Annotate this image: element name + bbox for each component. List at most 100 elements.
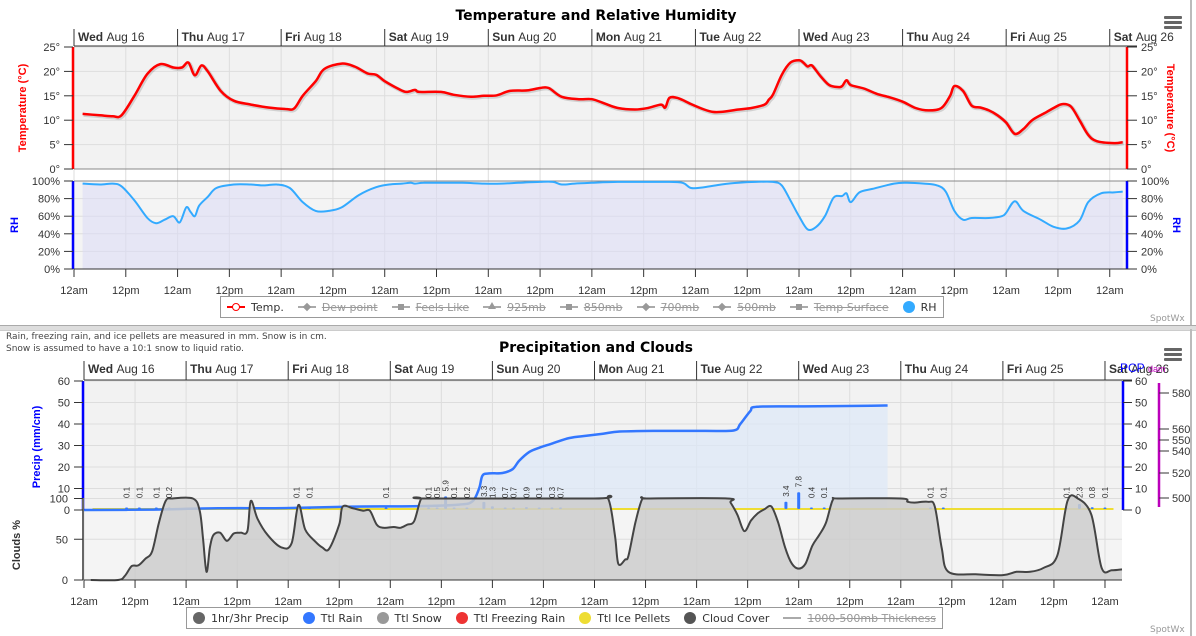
line-marker-icon [636, 302, 655, 312]
precip-bar [941, 507, 945, 509]
day-label: Wed Aug 16 [78, 30, 145, 44]
legend-item-ttl-freezing-rain[interactable]: Ttl Freezing Rain [455, 612, 565, 625]
precip-data-label: 0.5 [433, 486, 442, 498]
legend-item-feels-like[interactable]: Feels Like [391, 300, 470, 314]
rh-tick-label: 40% [38, 229, 60, 241]
time-tick-label: 12am [889, 285, 917, 297]
rh-tick-label: 0% [44, 264, 60, 276]
rh-tick-label: 80% [38, 194, 60, 206]
legend-label: 1000-500mb Thickness [807, 611, 936, 625]
legend-label: Temp Surface [813, 300, 889, 314]
precip-tick-label: 60 [1135, 376, 1147, 388]
hamburger-menu-icon[interactable] [1164, 16, 1182, 30]
day-label: Wed Aug 23 [803, 30, 870, 44]
precip-bar [154, 507, 158, 509]
precip-tick-label: 0 [1135, 505, 1141, 517]
day-of-week: Fri [285, 30, 304, 44]
legend-item-700mb[interactable]: 700mb [636, 301, 699, 314]
temp-tick-label: 25° [43, 42, 60, 54]
time-tick-label: 12am [371, 285, 399, 297]
precip-data-label: 0.1 [305, 486, 314, 498]
legend-item-ttl-rain[interactable]: Ttl Rain [302, 612, 363, 625]
time-tick-label: 12pm [938, 596, 966, 608]
day-header-row: Wed Aug 16 Thu Aug 17 Fri Aug 18 Sat Aug 19… [73, 29, 1174, 47]
legend-item-500mb[interactable]: 500mb [713, 301, 776, 314]
time-tick-label: 12pm [325, 596, 353, 608]
rh-line [82, 180, 1123, 232]
marker-icon [565, 304, 572, 310]
day-of-week: Thu [190, 362, 215, 376]
precip-bar [384, 507, 388, 509]
precip-tick-label: 30 [58, 441, 70, 453]
time-tick-label: 12am [377, 596, 405, 608]
rh-axis-label-right: RH [1170, 217, 1182, 233]
day-label: Thu Aug 17 [182, 30, 246, 44]
legend-item-925mb[interactable]: 925mb [483, 301, 546, 314]
precip-data-label: 0.7 [510, 486, 519, 498]
temperature-humidity-panel: Temperature and Relative Humidity Wed Au… [9, 0, 1192, 327]
legend-item-ttl-snow[interactable]: Ttl Snow [376, 612, 442, 625]
legend-label: Feels Like [415, 300, 470, 314]
precip-data-label: 0.1 [1063, 486, 1072, 498]
day-date: Aug 22 [723, 30, 761, 44]
thickness-axis-title: dam [1148, 364, 1166, 374]
day-of-week: Mon [596, 30, 624, 44]
line-marker-icon [713, 302, 732, 312]
day-of-week: Fri [1010, 30, 1029, 44]
cloud-cover-line [90, 494, 1123, 582]
day-date: Aug 19 [416, 362, 454, 376]
temp-tick-label: 5° [1141, 140, 1152, 152]
legend-item-ttl-ice-pellets[interactable]: Ttl Ice Pellets [579, 612, 670, 625]
precip-tick-label: 20 [58, 462, 70, 474]
time-tick-label: 12am [578, 285, 606, 297]
day-of-week: Wed [78, 30, 106, 44]
marker-icon [488, 302, 497, 309]
temperature-line [82, 58, 1123, 145]
legend-item-temp-surface[interactable]: Temp Surface [789, 300, 889, 314]
precip-data-label: 0.3 [548, 486, 557, 498]
thickness-tick-label: 580 [1172, 388, 1190, 400]
legend-item-1hr-3hr-precip[interactable]: 1hr/3hr Precip [193, 612, 289, 625]
legend-item-temp-[interactable]: Temp. [227, 301, 284, 314]
day-label: Sun Aug 20 [492, 30, 556, 44]
day-date: Aug 22 [724, 362, 762, 376]
time-tick-label: 12pm [733, 285, 761, 297]
marker-icon [717, 302, 727, 312]
day-label: Sat Aug 19 [394, 362, 454, 376]
hamburger-menu-icon[interactable] [1164, 348, 1182, 362]
legend-item-850mb[interactable]: 850mb [559, 301, 623, 314]
time-tick-label: 12am [164, 285, 192, 297]
day-header-row: Wed Aug 16 Thu Aug 17 Fri Aug 18 Sat Aug 19… [83, 361, 1169, 381]
precip-data-label: 3.4 [782, 485, 791, 497]
cloud-tick-label: 100 [50, 494, 68, 506]
legend-item-dew-point[interactable]: Dew point [297, 300, 378, 314]
legend-label: RH [920, 300, 937, 314]
legend-item-rh[interactable]: RH [902, 300, 937, 314]
line-marker-icon [789, 304, 808, 310]
precip-data-label: 0.1 [152, 486, 161, 498]
time-tick-label: 12am [785, 596, 813, 608]
legend-item-1000-500mb-thickness[interactable]: 1000-500mb Thickness [783, 612, 936, 625]
line-marker-icon [297, 302, 316, 312]
line-marker-icon [559, 304, 578, 310]
time-tick-label: 12pm [319, 285, 347, 297]
legend-label: Dew point [321, 300, 378, 314]
day-label: Fri Aug 18 [285, 30, 342, 44]
legend-item-cloud-cover[interactable]: Cloud Cover [684, 612, 769, 625]
precip-data-label: 0.7 [501, 486, 510, 498]
axes: 0° 0° 5° 5° 10° 10° 15° 15° 20° 20° 25° 25° 0% 0% 20% 2… [32, 42, 1169, 297]
precip-data-label: 7.8 [795, 476, 804, 488]
rh-tick-label: 20% [38, 246, 60, 258]
precip-tick-label: 40 [58, 419, 70, 431]
time-tick-label: 12pm [112, 285, 140, 297]
panel-divider [0, 325, 1196, 331]
day-date: Aug 23 [831, 362, 869, 376]
day-date: Aug 25 [1029, 30, 1067, 44]
precip-bar [125, 507, 129, 509]
rh-tick-label: 100% [32, 176, 60, 188]
day-date: Aug 21 [626, 362, 664, 376]
precip-data-label: 0.1 [123, 486, 132, 498]
precipitation-legend: 1hr/3hr Precip Ttl Rain Ttl Snow Ttl Freezi… [186, 607, 943, 629]
day-of-week: Mon [598, 362, 626, 376]
precip-bar [137, 507, 141, 509]
